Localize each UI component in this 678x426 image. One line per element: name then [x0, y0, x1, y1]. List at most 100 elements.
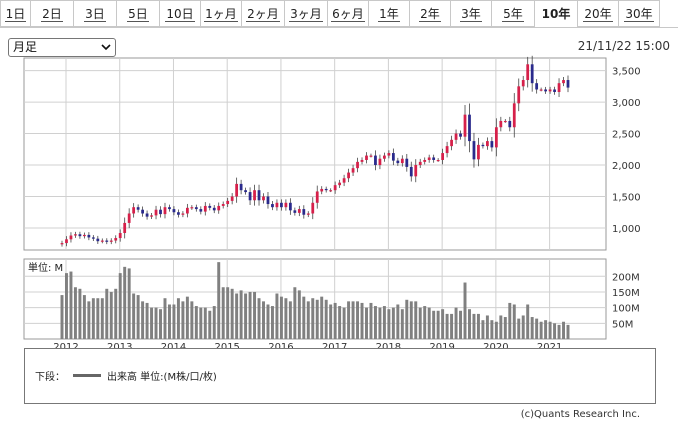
tab-12[interactable]: 3年 — [450, 0, 492, 27]
candle-body — [338, 182, 342, 186]
chevron-down-icon — [101, 44, 111, 51]
tab-2[interactable]: 2日 — [30, 0, 74, 27]
volume-bar — [270, 306, 274, 339]
candle-body — [503, 120, 507, 123]
volume-bar — [293, 287, 297, 339]
volume-bar — [150, 307, 154, 339]
candle-body — [91, 237, 95, 239]
tab-14[interactable]: 10年 — [534, 0, 578, 27]
candle-body — [356, 161, 359, 169]
candle-body — [553, 89, 556, 92]
candle-body — [494, 127, 498, 148]
volume-bar — [266, 304, 270, 339]
candle-body — [477, 144, 480, 160]
volume-bar — [275, 293, 279, 339]
candle-body — [293, 210, 297, 213]
volume-bar — [441, 309, 445, 339]
volume-bar — [530, 317, 534, 339]
volume-bar — [154, 307, 158, 339]
candle-body — [311, 202, 315, 214]
tab-label: 3日 — [84, 7, 106, 22]
tab-10[interactable]: 1年 — [368, 0, 410, 27]
candle-body — [315, 191, 319, 203]
tab-13[interactable]: 5年 — [491, 0, 535, 27]
volume-bar — [450, 313, 454, 339]
volume-bar — [73, 287, 77, 339]
tab-5[interactable]: 10日 — [159, 0, 201, 27]
candle-body — [423, 159, 427, 162]
candle-body — [535, 83, 539, 90]
volume-bar — [123, 266, 127, 339]
volume-bar — [423, 306, 427, 339]
candle-body — [405, 158, 409, 167]
candle-body — [297, 209, 301, 213]
candle-body — [517, 86, 521, 104]
candle-body — [418, 161, 422, 166]
volume-bar — [190, 301, 194, 339]
candle-body — [409, 166, 413, 177]
candle-body — [109, 240, 113, 242]
tab-label: 2日 — [41, 7, 63, 22]
volume-bar — [539, 321, 543, 339]
volume-bar — [512, 304, 516, 339]
candle-body — [65, 239, 68, 244]
copyright-text: (c)Quants Research Inc. — [520, 409, 640, 420]
candle-body — [342, 178, 346, 183]
volume-bar — [548, 321, 552, 339]
volume-bar — [499, 315, 503, 339]
volume-bar — [230, 288, 234, 339]
volume-bar — [342, 307, 346, 339]
tab-11[interactable]: 2年 — [409, 0, 451, 27]
price-tick-label: 2,500 — [612, 130, 641, 141]
tab-3[interactable]: 3日 — [73, 0, 117, 27]
volume-bar — [302, 296, 306, 339]
candle-body — [239, 183, 243, 191]
volume-bar — [244, 293, 248, 339]
candle-body — [150, 215, 153, 217]
x-tick-label: 2017 — [322, 342, 347, 348]
tab-label: 2年 — [419, 7, 441, 22]
volume-bar — [324, 299, 328, 339]
volume-bar — [78, 288, 82, 339]
volume-bar — [172, 304, 176, 339]
candlestick-volume-chart: 1,000 1,500 2,000 2,500 3,000 3,500 50M 100M 150… — [23, 55, 641, 348]
candle-body — [127, 213, 131, 223]
volume-bar — [409, 301, 413, 339]
candle-body — [526, 64, 530, 81]
volume-bar — [132, 293, 136, 339]
legend-entry-volume: 下段： 出来高 単位:(M株/口/枚) — [35, 368, 217, 383]
volume-bar — [320, 296, 324, 339]
volume-bar — [476, 313, 480, 339]
candle-body — [114, 238, 118, 241]
candle-body — [212, 207, 216, 211]
tab-16[interactable]: 30年 — [618, 0, 660, 27]
tab-8[interactable]: 3ヶ月 — [284, 0, 328, 27]
volume-bar — [284, 298, 288, 339]
candle-body — [145, 213, 149, 217]
candle-body — [60, 243, 64, 245]
candle-body — [369, 155, 373, 157]
volume-bar — [194, 306, 198, 339]
candle-body — [490, 141, 494, 148]
volume-bar — [141, 301, 145, 339]
candle-body — [136, 207, 140, 210]
candle-body — [454, 133, 458, 140]
x-tick-label: 2021 — [537, 342, 562, 348]
tab-9[interactable]: 6ヶ月 — [327, 0, 369, 27]
candle-body — [329, 190, 333, 192]
volume-bar — [454, 307, 458, 339]
price-tick-label: 3,500 — [612, 67, 641, 78]
tab-15[interactable]: 20年 — [577, 0, 619, 27]
candle-body — [203, 205, 207, 212]
tab-7[interactable]: 2ヶ月 — [241, 0, 285, 27]
volume-bar — [414, 301, 418, 339]
interval-select[interactable]: 月足 — [8, 38, 116, 57]
candle-body — [159, 209, 162, 215]
candle-body — [280, 202, 283, 208]
candle-body — [275, 202, 279, 208]
tab-1[interactable]: 1日 — [0, 0, 31, 27]
volume-bar — [418, 307, 422, 339]
volume-bar — [212, 306, 216, 339]
volume-bar — [553, 323, 557, 339]
volume-bar — [145, 302, 149, 339]
